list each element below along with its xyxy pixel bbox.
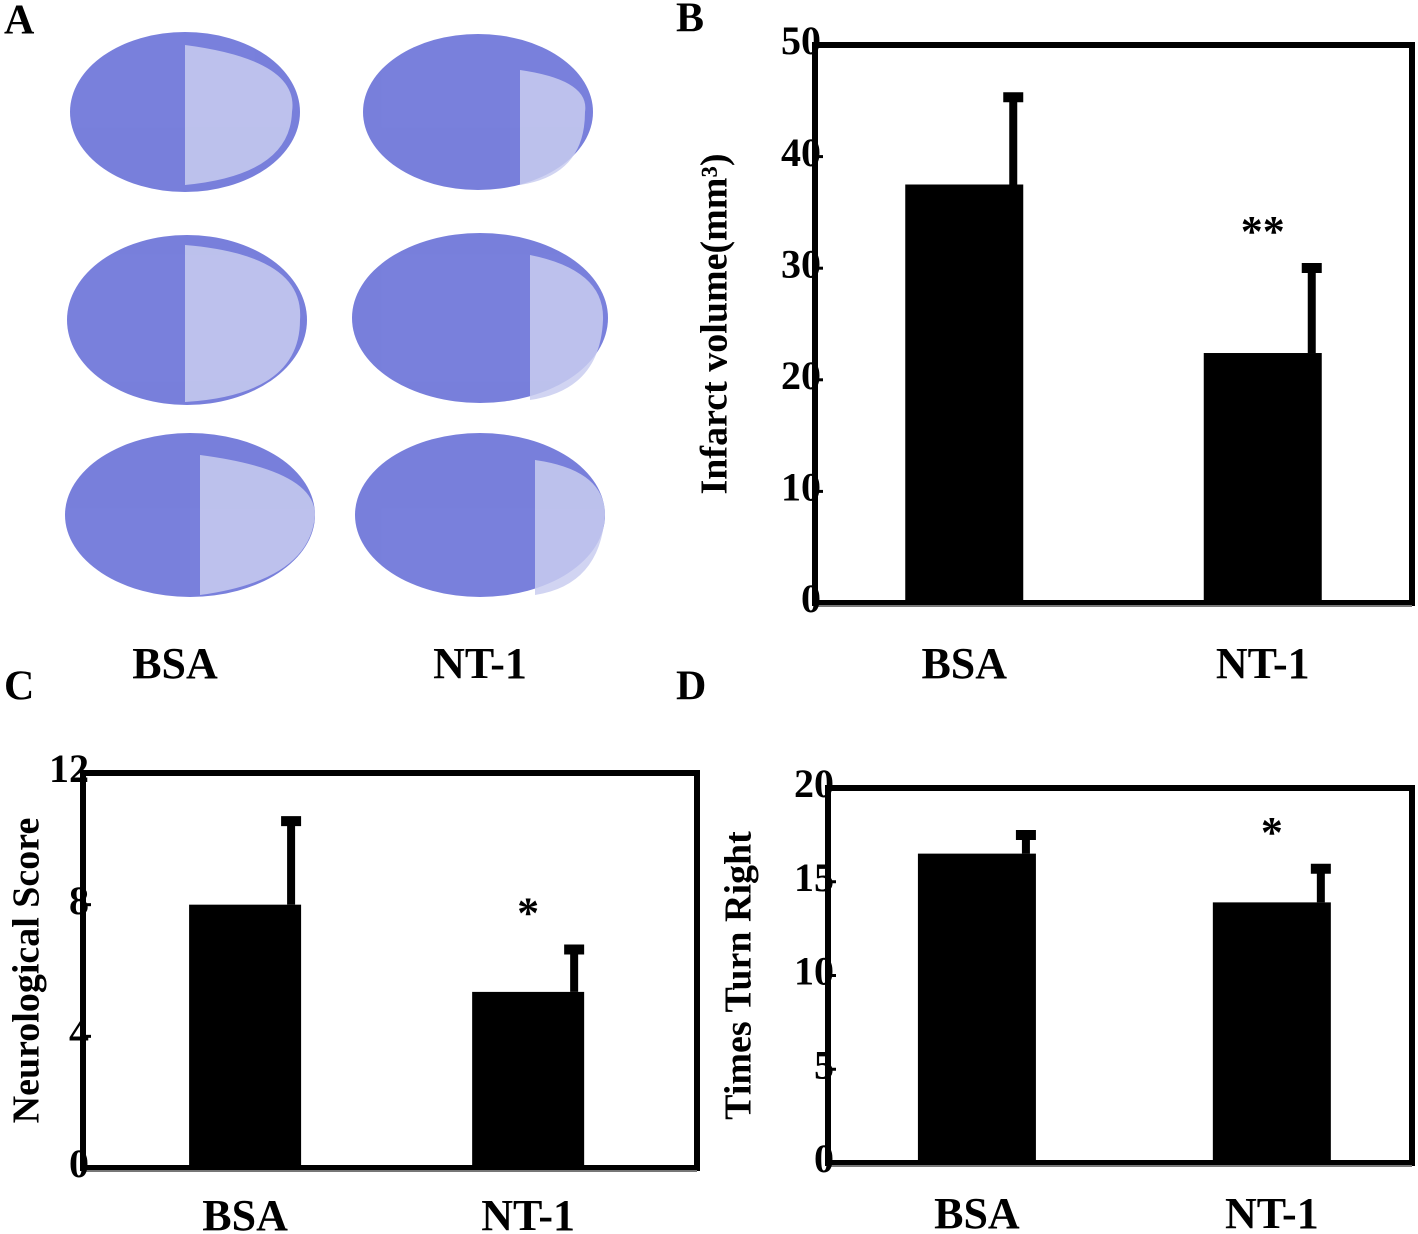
plot-frame	[80, 770, 700, 1171]
bar	[917, 853, 1036, 1163]
infarct-region	[520, 70, 586, 185]
significance: *	[517, 889, 539, 938]
panel-label: A	[4, 0, 35, 44]
infarct-region	[200, 455, 315, 595]
y-tick-label: 12	[49, 746, 89, 791]
infarct-region	[530, 255, 604, 400]
category-label: NT-1	[1225, 1189, 1319, 1234]
category-label: BSA	[132, 639, 218, 688]
y-tick-label: 30	[781, 241, 821, 286]
panel-a: A BSA NT-1	[4, 0, 608, 688]
y-tick-label: 40	[781, 130, 821, 175]
infarct-regions	[185, 45, 605, 595]
y-axis-title: Neurological Score	[6, 818, 48, 1124]
y-tick-label: 50	[781, 18, 821, 63]
category-label: NT-1	[481, 1191, 575, 1234]
infarct-region	[535, 460, 605, 595]
category-label: BSA	[934, 1189, 1020, 1234]
bar	[905, 184, 1024, 603]
y-axis-title: Times Turn Right	[718, 831, 760, 1120]
significance: *	[1261, 808, 1283, 857]
y-tick-label: 0	[814, 1136, 834, 1181]
y-axis-title: Infarct volume(mm³)	[694, 154, 736, 495]
y-tick-label: 15	[794, 855, 834, 900]
category-label: BSA	[921, 639, 1007, 688]
y-tick-label: 20	[794, 761, 834, 806]
infarct-region	[185, 45, 293, 185]
y-tick-label: 4	[69, 1010, 89, 1055]
category-label: NT-1	[433, 639, 527, 688]
category-label: BSA	[202, 1191, 288, 1234]
bar	[472, 991, 585, 1168]
significance: **	[1241, 207, 1285, 256]
infarct-region	[185, 245, 301, 402]
y-tick-label: 20	[781, 353, 821, 398]
y-tick-label: 8	[69, 878, 89, 923]
y-tick-label: 10	[794, 949, 834, 994]
category-label: NT-1	[1216, 639, 1310, 688]
y-tick-label: 0	[801, 576, 821, 621]
bar	[1212, 902, 1331, 1163]
panel-label: D	[676, 664, 706, 710]
panel-label: C	[4, 664, 34, 710]
y-tick-label: 10	[781, 465, 821, 510]
bar	[1203, 353, 1322, 603]
y-tick-label: 5	[814, 1042, 834, 1087]
y-tick-label: 0	[69, 1141, 89, 1186]
bar	[189, 904, 302, 1168]
panel-label: B	[676, 0, 704, 42]
plot-frame	[812, 42, 1415, 606]
